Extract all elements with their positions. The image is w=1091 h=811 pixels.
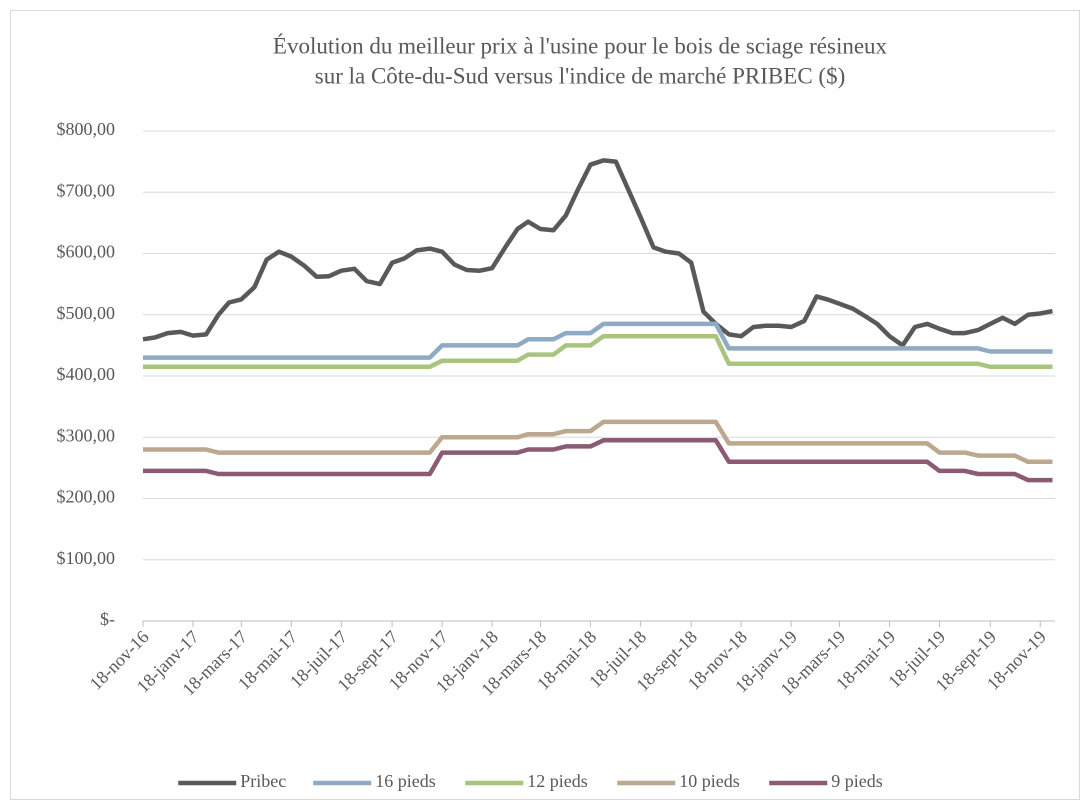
y-tick-label: $200,00 — [57, 487, 116, 507]
series-line — [143, 438, 1053, 483]
y-tick-label: $500,00 — [57, 303, 116, 323]
legend-label: 10 pieds — [679, 771, 740, 791]
chart-title: sur la Côte-du-Sud versus l'indice de ma… — [315, 63, 845, 88]
legend-label: 16 pieds — [375, 771, 436, 791]
legend-label: 12 pieds — [527, 771, 588, 791]
y-tick-label: $400,00 — [57, 364, 116, 384]
series-line — [142, 158, 1053, 348]
chart-title: Évolution du meilleur prix à l'usine pou… — [273, 33, 888, 58]
series-line — [143, 419, 1053, 465]
y-tick-label: $300,00 — [57, 425, 116, 445]
y-tick-label: $100,00 — [57, 548, 116, 568]
y-tick-label: $- — [100, 609, 115, 629]
series-line — [143, 321, 1053, 360]
legend-label: 9 pieds — [831, 771, 883, 791]
series-line — [143, 333, 1053, 370]
y-tick-label: $600,00 — [57, 242, 116, 262]
legend-label: Pribec — [240, 771, 286, 791]
y-tick-label: $700,00 — [57, 180, 116, 200]
chart-frame — [10, 10, 1080, 800]
y-tick-label: $800,00 — [57, 119, 116, 139]
